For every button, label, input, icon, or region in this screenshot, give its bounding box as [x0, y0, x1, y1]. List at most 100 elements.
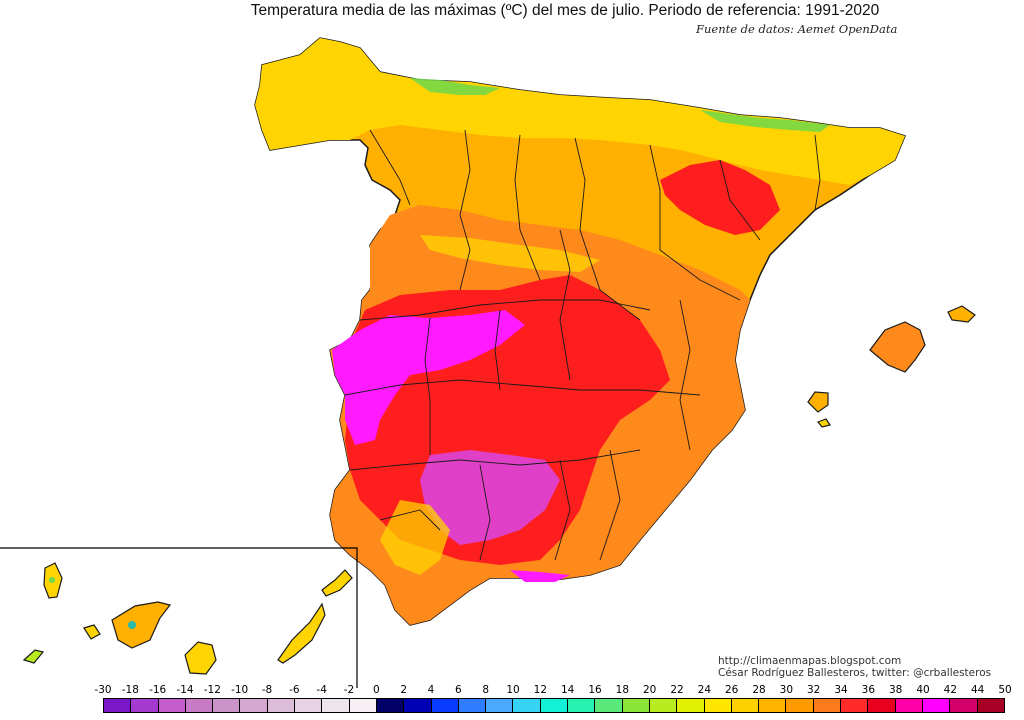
legend-tick-label: 32 [806, 684, 821, 696]
legend-tick-label: 44 [970, 684, 985, 696]
legend-swatch [649, 699, 678, 712]
legend-swatch [895, 699, 923, 712]
guadalquivir-magenta-zone [420, 450, 560, 545]
legend-swatch [267, 699, 296, 712]
legend-tick-label: 38 [888, 684, 903, 696]
legend-tick-label: -14 [176, 684, 194, 696]
legend-swatch [486, 699, 514, 712]
legend-swatch [513, 699, 541, 712]
legend-tick-label: 26 [724, 684, 739, 696]
legend-tick-label: 10 [506, 684, 520, 696]
legend-tick-label: 30 [779, 684, 794, 696]
sierra-yellow-zone [380, 500, 450, 575]
ebro-valley-red-zone [660, 160, 780, 235]
legend-swatch [922, 699, 951, 712]
la-palma-peak [49, 577, 55, 583]
central-system-yellow-zone [420, 235, 600, 272]
legend-swatch [376, 699, 405, 712]
el-hierro [22, 649, 45, 664]
legend-tick-label: 12 [533, 684, 548, 696]
legend-tick-label: 24 [697, 684, 712, 696]
north-yellow-zone [255, 38, 905, 185]
legend-swatch [349, 699, 377, 712]
gran-canaria [184, 641, 217, 675]
inset-frame [0, 547, 358, 688]
legend-swatch [950, 699, 978, 712]
fuerteventura [277, 602, 326, 664]
ibiza [807, 391, 829, 413]
lanzarote [321, 569, 353, 597]
legend-swatch [540, 699, 569, 712]
legend-tick-label: 16 [588, 684, 602, 696]
legend-tick-label: 4 [427, 684, 435, 696]
legend-swatch [595, 699, 623, 712]
canary-islands-inset [0, 547, 358, 688]
legend-swatch [759, 699, 787, 712]
legend-swatch [841, 699, 869, 712]
coast-magenta-zone [510, 570, 570, 582]
la-gomera [83, 624, 101, 640]
balearic-islands [807, 305, 976, 428]
legend-tick-label: 34 [834, 684, 848, 696]
tenerife [111, 601, 172, 649]
legend-tick-label: -6 [289, 684, 300, 696]
region-borders [344, 129, 821, 561]
legend-tick-label: 50 [998, 684, 1012, 696]
legend-swatch [295, 699, 323, 712]
legend-tick-label: 42 [943, 684, 958, 696]
peninsula-map [254, 37, 907, 626]
legend-swatch [185, 699, 214, 712]
legend-swatch [404, 699, 432, 712]
legend-tick-label: 20 [642, 684, 657, 696]
legend-swatch [704, 699, 732, 712]
legend-swatch [131, 699, 159, 712]
author-credit: César Rodríguez Ballesteros, twitter: @c… [718, 667, 992, 679]
menorca [947, 305, 976, 323]
legend-tick-label: -12 [203, 684, 221, 696]
cantabrian-green-zone [410, 78, 500, 95]
legend-swatch [213, 699, 241, 712]
legend-tick-label: -16 [149, 684, 167, 696]
legend-tick-label: 2 [400, 684, 407, 696]
legend-tick-label: 6 [454, 684, 462, 696]
blog-url: http://climaenmapas.blogspot.com [718, 655, 902, 667]
mallorca [869, 321, 926, 373]
legend-tick-label: 28 [752, 684, 766, 696]
legend-swatch [813, 699, 842, 712]
legend-tick-label: -8 [261, 684, 273, 696]
legend-labels: -30 -18 -16 -14 -12 -10 -8 -6 -4 -2 0 2 4 6 8 10 12 14 16 1… [0, 684, 1024, 698]
legend-swatch [568, 699, 596, 712]
legend-tick-label: -10 [231, 684, 249, 696]
formentera [817, 418, 831, 428]
teide-peak [128, 621, 136, 629]
legend-swatch [868, 699, 896, 712]
legend-tick-label: -18 [121, 684, 139, 696]
legend-tick-label: 36 [861, 684, 876, 696]
legend-tick-label: -30 [94, 684, 112, 696]
pyrenees-green-zone [700, 110, 830, 132]
legend-swatch [322, 699, 350, 712]
legend-swatch [240, 699, 268, 712]
legend-tick-label: 40 [916, 684, 930, 696]
credits: http://climaenmapas.blogspot.com César R… [718, 655, 991, 679]
legend-swatch [158, 699, 186, 712]
legend-swatch [731, 699, 760, 712]
legend-tick-label: 18 [615, 684, 630, 696]
legend-tick-label: -4 [316, 684, 327, 696]
legend-swatch [104, 699, 132, 712]
legend-swatch [458, 699, 487, 712]
map-title: Temperatura media de las máximas (ºC) de… [0, 2, 1024, 20]
legend-tick-label: -2 [343, 684, 355, 696]
legend-tick-label: 0 [372, 684, 380, 696]
map-title-text: Temperatura media de las máximas (ºC) de… [250, 2, 880, 19]
legend-tick-label: 22 [670, 684, 684, 696]
legend-swatch [786, 699, 814, 712]
legend-tick-label: 14 [560, 684, 575, 696]
legend-swatch [977, 699, 1004, 712]
data-source-note: Fuente de datos: Aemet OpenData [696, 22, 898, 36]
legend-swatch [677, 699, 705, 712]
legend-swatch [431, 699, 459, 712]
legend-swatch [622, 699, 650, 712]
legend-tick-label: 8 [482, 684, 489, 696]
